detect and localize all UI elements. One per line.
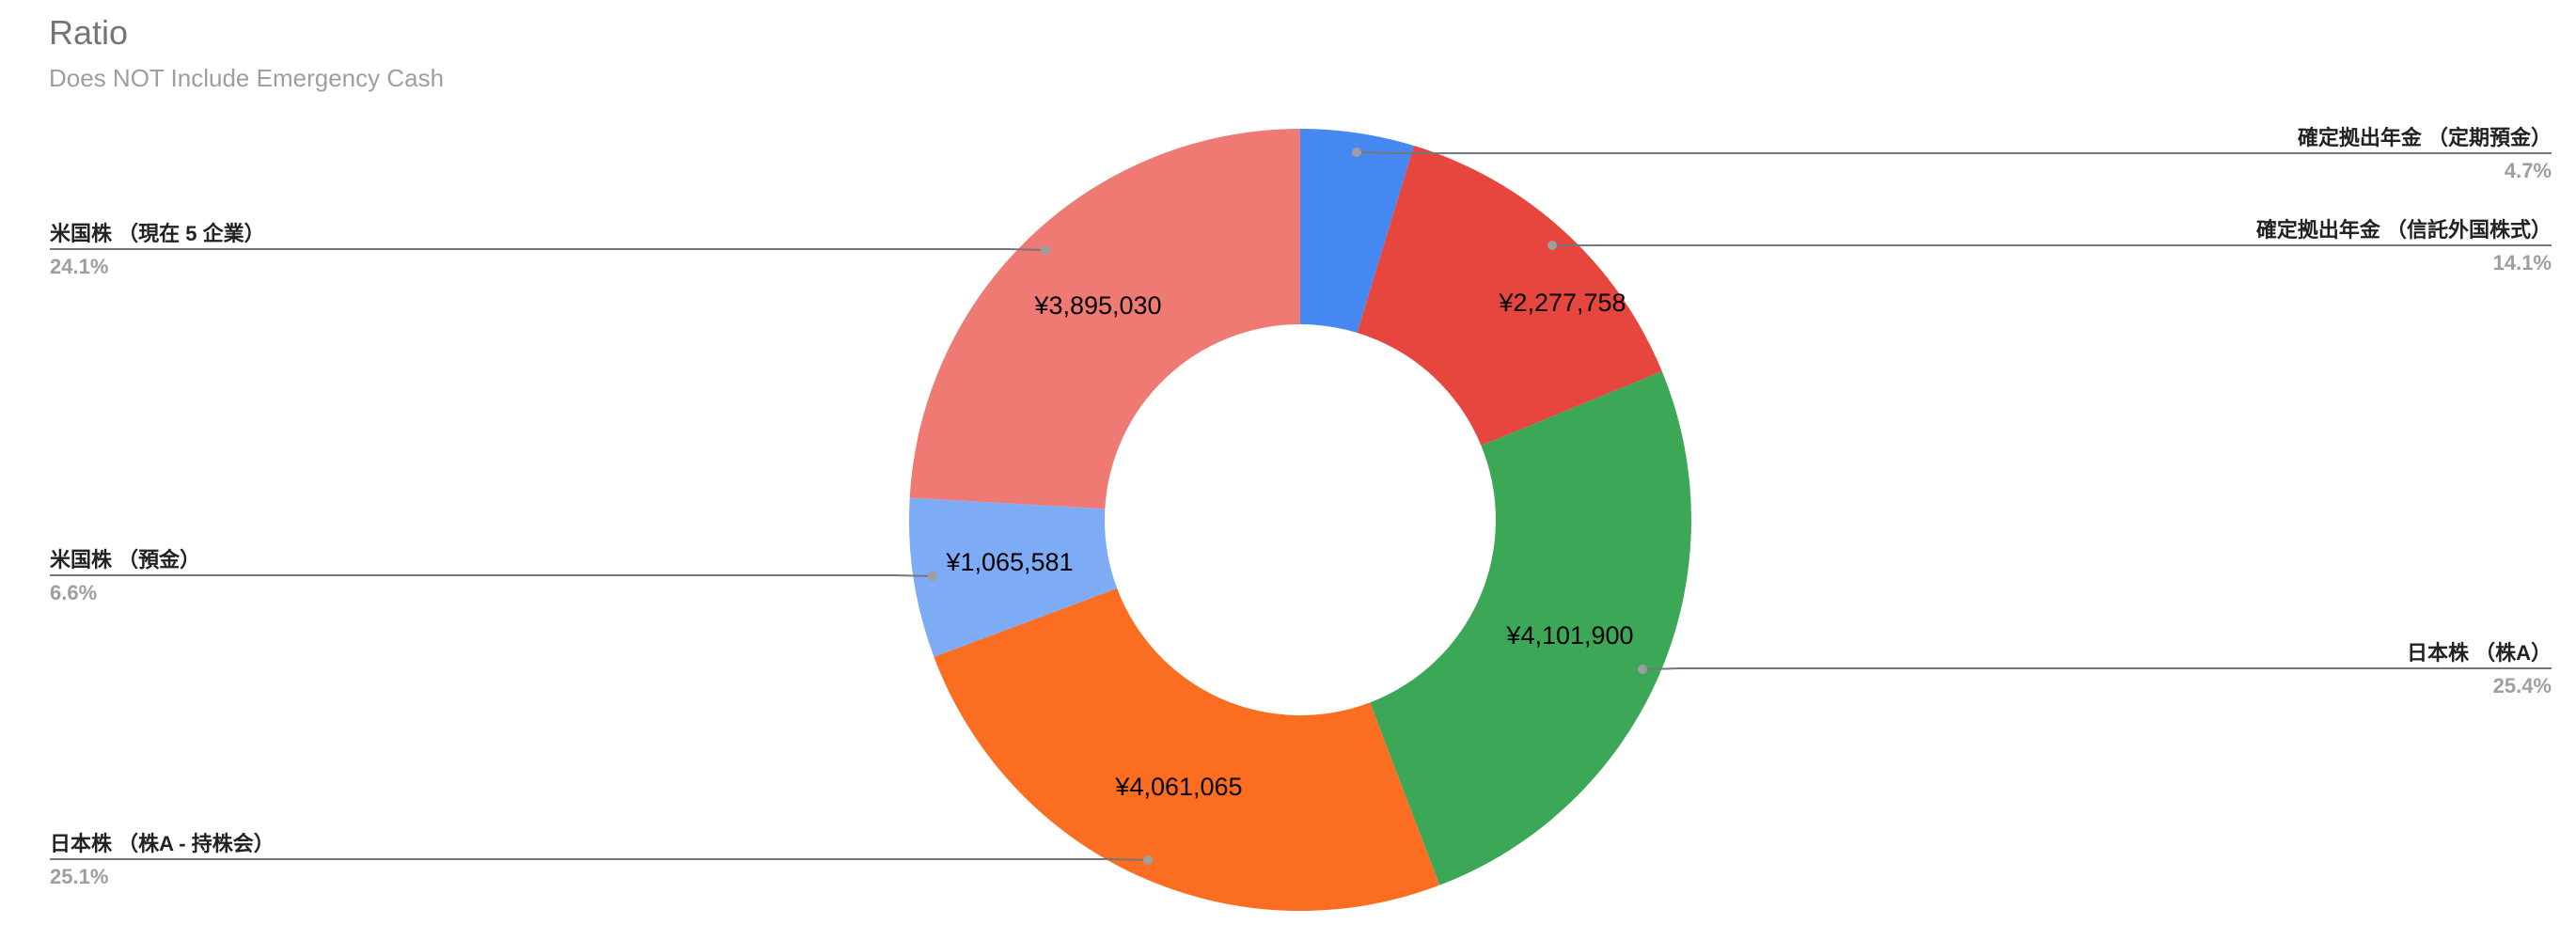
donut-slice[interactable] bbox=[1300, 129, 1415, 334]
leader-dot bbox=[1638, 665, 1647, 674]
leader-dot bbox=[928, 572, 937, 581]
donut-slice[interactable] bbox=[1370, 371, 1691, 885]
donut-slice[interactable] bbox=[1357, 146, 1662, 446]
leader-line bbox=[50, 574, 934, 577]
slice-value-label: ¥1,065,581 bbox=[945, 548, 1073, 576]
slice-category-label: 日本株 （株A） bbox=[2407, 641, 2552, 665]
chart-subtitle: Does NOT Include Emergency Cash bbox=[49, 64, 445, 92]
slice-percent-label: 25.4% bbox=[2493, 674, 2552, 697]
slice-labels: 確定拠出年金 （定期預金） 4.7% 確定拠出年金 （信託外国株式） 14.1% 日本株… bbox=[50, 126, 2552, 888]
slice-category-label: 日本株 （株A - 持株会） bbox=[50, 832, 275, 855]
slice-category-label: 米国株 （現在 5 企業） bbox=[50, 222, 265, 245]
leader-dot bbox=[1143, 855, 1153, 865]
slice-category-label: 確定拠出年金 （信託外国株式） bbox=[2256, 218, 2552, 242]
leader-dot bbox=[1352, 148, 1361, 157]
slice-percent-label: 6.6% bbox=[50, 581, 97, 604]
donut-slice[interactable] bbox=[934, 588, 1440, 912]
chart-title: Ratio bbox=[49, 13, 129, 52]
slice-category-label: 確定拠出年金 （定期預金） bbox=[2298, 126, 2552, 149]
slice-value-label: ¥4,101,900 bbox=[1505, 621, 1633, 650]
leader-line bbox=[1356, 151, 2552, 154]
leader-line bbox=[50, 858, 1149, 861]
leader-line bbox=[50, 248, 1046, 251]
slice-percent-label: 24.1% bbox=[50, 255, 108, 278]
donut-slice[interactable] bbox=[909, 129, 1300, 509]
leader-dot bbox=[1547, 241, 1557, 250]
value-labels: ¥2,277,758 ¥4,101,900 ¥4,061,065 ¥1,065,581… bbox=[945, 289, 1633, 801]
slice-value-label: ¥2,277,758 bbox=[1498, 289, 1626, 317]
slice-percent-label: 14.1% bbox=[2493, 251, 2552, 274]
leader-line bbox=[1641, 667, 2552, 670]
slice-percent-label: 4.7% bbox=[2505, 159, 2552, 182]
slice-category-label: 米国株 （預金） bbox=[50, 548, 200, 572]
slice-percent-label: 25.1% bbox=[50, 865, 108, 888]
leader-lines bbox=[50, 148, 2552, 865]
donut-slices bbox=[909, 129, 1691, 912]
donut-slice[interactable] bbox=[909, 497, 1118, 657]
leader-dot bbox=[1041, 245, 1050, 255]
slice-value-label: ¥3,895,030 bbox=[1033, 291, 1161, 320]
slice-value-label: ¥4,061,065 bbox=[1114, 773, 1242, 801]
